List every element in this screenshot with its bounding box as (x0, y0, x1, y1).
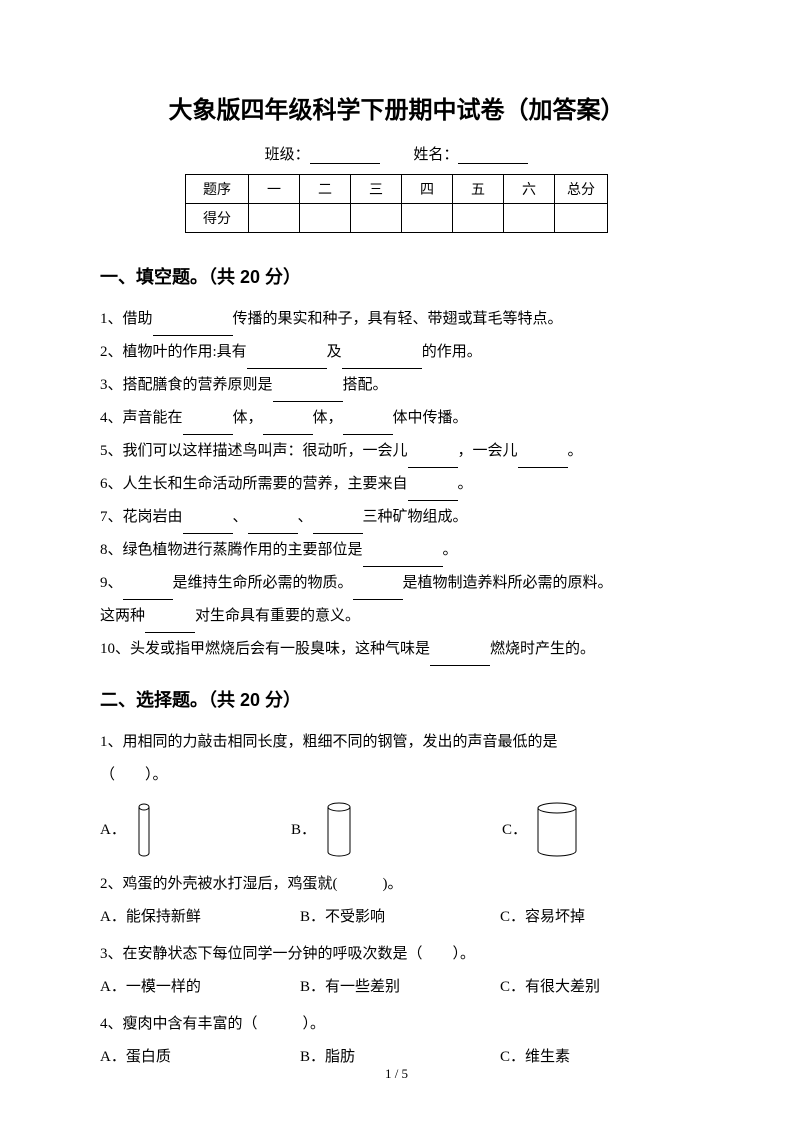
page-footer: 1 / 5 (0, 1066, 793, 1082)
class-name-row: 班级： 姓名： (100, 143, 693, 164)
question-2: 2、植物叶的作用:具有及的作用。 (100, 336, 693, 369)
question-c1: 1、用相同的力敲击相同长度，粗细不同的钢管，发出的声音最低的是 (100, 726, 693, 759)
question-3: 3、搭配膳食的营养原则是搭配。 (100, 369, 693, 402)
col-cell: 四 (402, 175, 453, 204)
blank (518, 453, 568, 468)
blank (408, 453, 458, 468)
question-c2: 2、鸡蛋的外壳被水打湿后，鸡蛋就( )。 (100, 868, 693, 901)
blank (273, 387, 343, 402)
blank-cell (555, 204, 608, 233)
option-a: A． (100, 802, 291, 858)
blank (123, 585, 173, 600)
name-label: 姓名： (413, 147, 458, 163)
option-c: C．容易坏掉 (500, 901, 693, 934)
option-b: B．有一些差别 (300, 971, 500, 1004)
question-5: 5、我们可以这样描述鸟叫声：很动听，一会儿，一会儿。 (100, 435, 693, 468)
question-8: 8、绿色植物进行蒸腾作用的主要部位是。 (100, 534, 693, 567)
blank (343, 420, 393, 435)
score-table: 题序 一 二 三 四 五 六 总分 得分 (185, 174, 608, 233)
question-10: 10、头发或指甲燃烧后会有一股臭味，这种气味是燃烧时产生的。 (100, 633, 693, 666)
blank (247, 354, 327, 369)
score-label-cell: 得分 (186, 204, 249, 233)
choice-questions: 1、用相同的力敲击相同长度，粗细不同的钢管，发出的声音最低的是 （ ）。 A． … (100, 726, 693, 1074)
table-row: 得分 (186, 204, 608, 233)
blank-cell (402, 204, 453, 233)
question-9: 9、是维持生命所必需的物质。是植物制造养料所必需的原料。 (100, 567, 693, 600)
blank (145, 618, 195, 633)
option-b: B．不受影响 (300, 901, 500, 934)
blank (183, 420, 233, 435)
blank (363, 552, 443, 567)
question-6: 6、人生长和生命活动所需要的营养，主要来自。 (100, 468, 693, 501)
fill-blank-questions: 1、借助传播的果实和种子，具有轻、带翅或茸毛等特点。 2、植物叶的作用:具有及的… (100, 303, 693, 666)
section-1-title: 一、填空题。（共 20 分） (100, 263, 693, 289)
options-row: A．一模一样的 B．有一些差别 C．有很大差别 (100, 971, 693, 1004)
page-title: 大象版四年级科学下册期中试卷（加答案） (100, 90, 693, 125)
cylinder-medium-icon (324, 802, 354, 858)
option-c: C． (482, 802, 693, 858)
option-label: C． (502, 814, 527, 847)
class-blank (310, 149, 380, 164)
blank-cell (249, 204, 300, 233)
header-cell: 题序 (186, 175, 249, 204)
blank-cell (453, 204, 504, 233)
class-label: 班级： (265, 147, 310, 163)
question-c3: 3、在安静状态下每位同学一分钟的呼吸次数是（ ）。 (100, 938, 693, 971)
col-cell: 五 (453, 175, 504, 204)
blank (342, 354, 422, 369)
options-row: A．能保持新鲜 B．不受影响 C．容易坏掉 (100, 901, 693, 934)
blank (313, 519, 363, 534)
question-c1b: （ ）。 (100, 759, 693, 792)
col-cell: 三 (351, 175, 402, 204)
total-cell: 总分 (555, 175, 608, 204)
cylinder-options: A． B． C． (100, 802, 693, 858)
option-label: B． (291, 814, 316, 847)
blank-cell (300, 204, 351, 233)
blank (408, 486, 458, 501)
question-1: 1、借助传播的果实和种子，具有轻、带翅或茸毛等特点。 (100, 303, 693, 336)
blank (248, 519, 298, 534)
cylinder-thin-icon (134, 802, 154, 858)
col-cell: 一 (249, 175, 300, 204)
option-b: B． (291, 802, 482, 858)
col-cell: 二 (300, 175, 351, 204)
cylinder-thick-icon (535, 802, 579, 858)
option-a: A．能保持新鲜 (100, 901, 300, 934)
blank (263, 420, 313, 435)
question-9b: 这两种对生命具有重要的意义。 (100, 600, 693, 633)
option-a: A．一模一样的 (100, 971, 300, 1004)
blank-cell (504, 204, 555, 233)
blank (183, 519, 233, 534)
blank (353, 585, 403, 600)
question-7: 7、花岗岩由、、三种矿物组成。 (100, 501, 693, 534)
option-c: C．有很大差别 (500, 971, 693, 1004)
blank-cell (351, 204, 402, 233)
section-2-title: 二、选择题。（共 20 分） (100, 686, 693, 712)
question-4: 4、声音能在体，体，体中传播。 (100, 402, 693, 435)
col-cell: 六 (504, 175, 555, 204)
blank (153, 321, 233, 336)
name-blank (458, 149, 528, 164)
option-label: A． (100, 814, 126, 847)
table-row: 题序 一 二 三 四 五 六 总分 (186, 175, 608, 204)
question-c4: 4、瘦肉中含有丰富的（ ）。 (100, 1008, 693, 1041)
blank (430, 651, 490, 666)
